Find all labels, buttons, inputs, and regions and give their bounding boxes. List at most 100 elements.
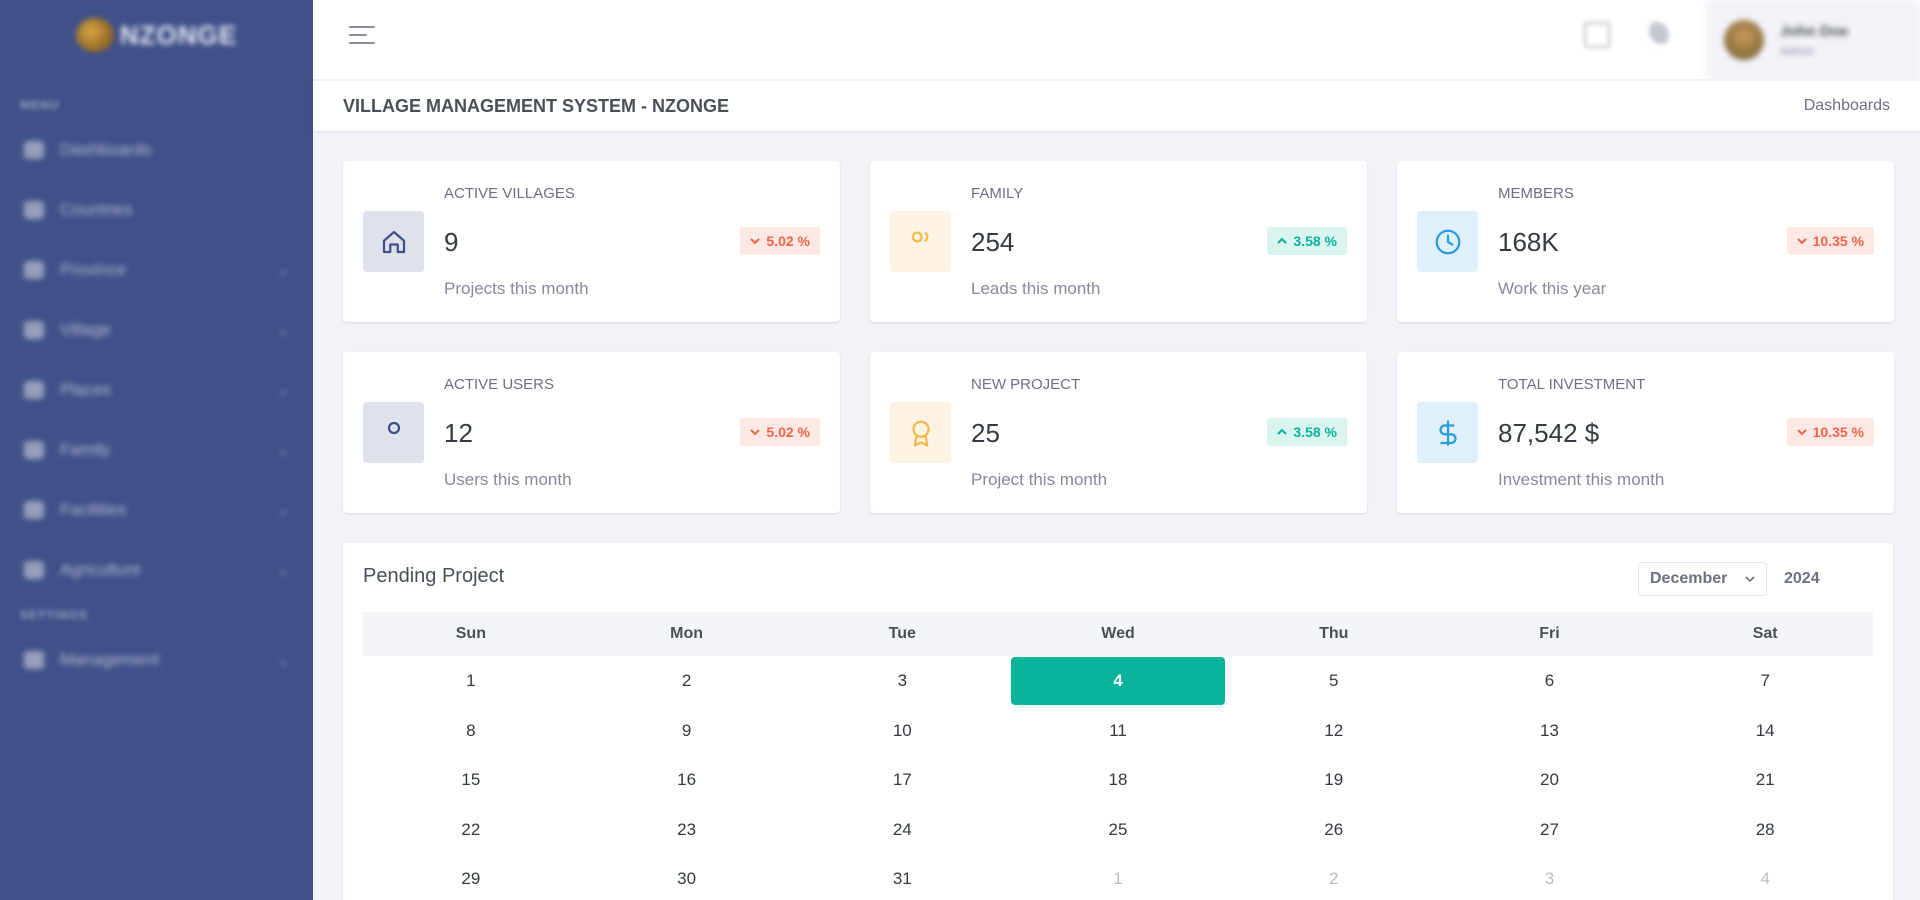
dollar-icon <box>1417 402 1478 463</box>
trend-badge-value: 10.35 % <box>1812 424 1864 440</box>
breadcrumb[interactable]: Dashboards <box>1803 97 1890 114</box>
sidebar-item-countries[interactable]: Countries <box>0 180 313 240</box>
fullscreen-icon[interactable] <box>1584 22 1610 48</box>
month-select[interactable]: December <box>1638 562 1767 596</box>
weekday-label: Thu <box>1319 625 1349 642</box>
home-icon <box>363 211 424 272</box>
chevron-down-icon: ⌄ <box>277 321 289 338</box>
calendar-day[interactable]: 2 <box>1329 869 1339 888</box>
calendar-day[interactable]: 2 <box>681 671 692 690</box>
calendar-day[interactable]: 12 <box>1324 720 1344 740</box>
stat-card-label: NEW PROJECT <box>971 376 1081 393</box>
stat-card-subtitle: Projects this month <box>444 279 589 298</box>
stat-card-subtitle: Leads this month <box>971 279 1101 298</box>
trend-badge-value: 5.02 % <box>766 424 810 440</box>
chevron-down-icon: ⌄ <box>277 261 289 278</box>
stat-card-value: 12 <box>444 418 473 448</box>
calendar-day[interactable]: 11 <box>1109 720 1127 740</box>
calendar-day[interactable]: 21 <box>1755 770 1775 789</box>
calendar-day[interactable]: 7 <box>1760 671 1770 690</box>
sidebar-item-management[interactable]: Management ⌄ <box>0 630 313 690</box>
calendar-day[interactable]: 15 <box>461 770 481 789</box>
calendar-day[interactable]: 19 <box>1324 770 1344 789</box>
globe-icon <box>24 201 44 219</box>
avatar <box>1724 20 1764 60</box>
calendar-day[interactable]: 31 <box>892 869 912 888</box>
chevron-down-icon: ⌄ <box>277 501 289 518</box>
sidebar-item-dashboards[interactable]: Dashboards <box>0 120 313 180</box>
calendar-day[interactable]: 17 <box>892 770 912 789</box>
user-menu[interactable]: John Doe Admin <box>1706 0 1920 80</box>
stat-card: TOTAL INVESTMENT 87,542 $ Investment thi… <box>1397 352 1894 513</box>
trend-badge-value: 5.02 % <box>766 233 810 249</box>
stat-card-value: 9 <box>444 227 459 257</box>
trend-badge-value: 3.58 % <box>1293 233 1337 249</box>
stat-card: NEW PROJECT 25 Project this month 3.58 % <box>870 352 1367 513</box>
calendar-day[interactable]: 27 <box>1539 819 1559 839</box>
hamburger-menu-icon[interactable] <box>349 26 375 48</box>
calendar-day[interactable]: 30 <box>677 869 697 888</box>
calendar-day[interactable]: 3 <box>1544 869 1555 888</box>
trend-badge-value: 10.35 % <box>1812 233 1864 249</box>
sidebar-item-label: Province <box>60 260 127 279</box>
calendar-week-row: 29 30 31 1 2 3 4 <box>363 854 1873 900</box>
stat-card: ACTIVE USERS 12 Users this month 5.02 % <box>343 352 840 513</box>
chevron-down-icon: ⌄ <box>277 381 289 398</box>
dashboard-icon <box>24 141 44 159</box>
calendar-day[interactable]: 26 <box>1324 819 1344 839</box>
trend-badge: 10.35 % <box>1786 227 1874 255</box>
sidebar-item-family[interactable]: Family ⌄ <box>0 420 313 480</box>
app-logo[interactable]: NZONGE <box>0 0 313 70</box>
calendar-week-row: 8 9 10 11 12 13 14 <box>363 706 1873 756</box>
sidebar-item-village[interactable]: Village ⌄ <box>0 300 313 360</box>
calendar-day-today[interactable]: 4 <box>1010 656 1226 706</box>
trend-badge: 10.35 % <box>1786 418 1874 446</box>
chevron-down-icon <box>1745 576 1755 583</box>
calendar-day[interactable]: 16 <box>677 770 697 789</box>
home-icon <box>24 501 44 519</box>
chevron-down-icon <box>1796 429 1807 436</box>
calendar-day[interactable]: 20 <box>1539 770 1559 789</box>
calendar-day[interactable]: 13 <box>1539 720 1559 740</box>
stat-card-label: MEMBERS <box>1498 185 1574 202</box>
user-icon <box>363 402 424 463</box>
calendar-day[interactable]: 14 <box>1755 720 1775 740</box>
calendar-week-row: 1 2 3 4 5 6 7 <box>363 656 1873 706</box>
weekday-label: Fri <box>1539 625 1560 642</box>
briefcase-icon <box>24 651 44 669</box>
calendar-week-row: 22 23 24 25 26 27 28 <box>363 805 1873 855</box>
weekday-label: Sat <box>1752 625 1778 642</box>
stat-card-value: 25 <box>971 418 1000 448</box>
calendar-day[interactable]: 8 <box>466 720 476 740</box>
calendar-day[interactable]: 4 <box>1760 869 1770 888</box>
users-icon <box>890 211 951 272</box>
calendar-day[interactable]: 18 <box>1108 770 1128 789</box>
stat-card-label: ACTIVE VILLAGES <box>444 185 575 202</box>
calendar-day[interactable]: 25 <box>1108 819 1128 839</box>
calendar-day[interactable]: 24 <box>892 819 912 839</box>
page-title: VILLAGE MANAGEMENT SYSTEM - NZONGE <box>343 95 730 116</box>
calendar-day[interactable]: 23 <box>677 819 697 839</box>
calendar-day[interactable]: 5 <box>1329 671 1339 690</box>
calendar-day[interactable]: 3 <box>897 671 908 690</box>
calendar-day[interactable]: 1 <box>1113 869 1123 888</box>
weekday-label: Sun <box>455 625 486 642</box>
sidebar-item-agriculture[interactable]: Agriculture ⌄ <box>0 540 313 600</box>
calendar-day[interactable]: 10 <box>892 720 912 740</box>
dark-mode-icon[interactable] <box>1643 22 1669 48</box>
calendar-day[interactable]: 6 <box>1544 671 1555 690</box>
sidebar-item-province[interactable]: Province ⌄ <box>0 240 313 300</box>
calendar-day[interactable]: 29 <box>461 869 481 888</box>
year-label[interactable]: 2024 <box>1784 570 1820 587</box>
trend-badge-value: 3.58 % <box>1293 424 1337 440</box>
building-icon <box>24 321 44 339</box>
trend-badge: 3.58 % <box>1267 418 1347 446</box>
calendar-day[interactable]: 28 <box>1755 819 1775 839</box>
calendar-day[interactable]: 22 <box>461 819 481 839</box>
calendar-grid: Sun Mon Tue Wed Thu Fri Sat 1 2 3 4 5 6 7 8 9 10 11 12 13 1… <box>363 612 1873 900</box>
sidebar-item-places[interactable]: Places ⌄ <box>0 360 313 420</box>
sidebar-item-facilities[interactable]: Facilities ⌄ <box>0 480 313 540</box>
pending-project-calendar: Pending Project December 2024 Sun Mon Tue W… <box>343 543 1893 900</box>
calendar-day[interactable]: 1 <box>466 671 476 690</box>
calendar-day[interactable]: 9 <box>681 720 692 740</box>
